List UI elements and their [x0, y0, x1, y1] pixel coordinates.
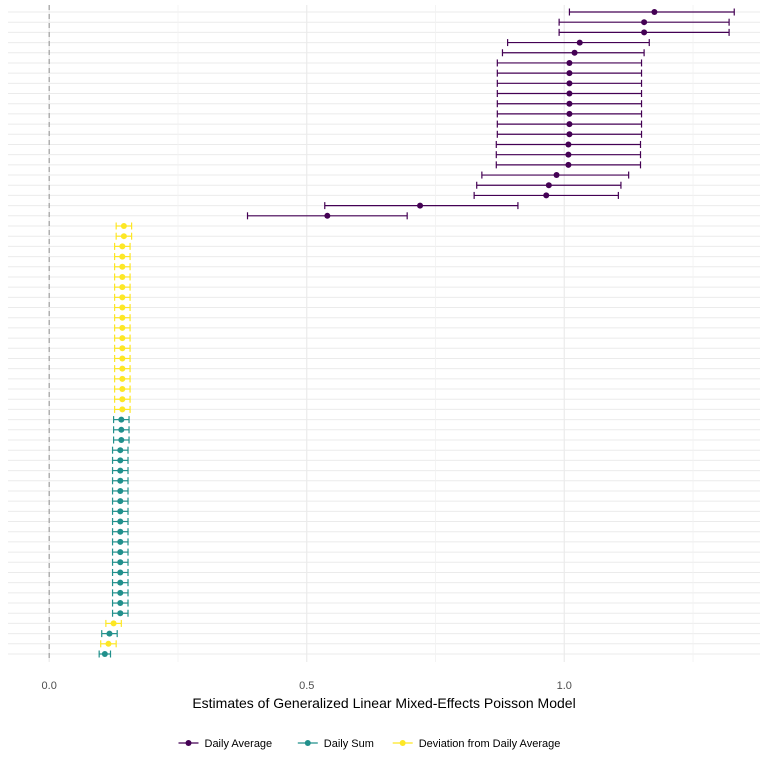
estimate-point [566, 80, 573, 87]
estimate-point [565, 141, 572, 148]
estimate-point [119, 345, 126, 352]
estimate-point [117, 569, 124, 576]
estimate-point [119, 396, 126, 403]
estimate-point [119, 335, 126, 342]
error-bars [98, 8, 735, 658]
estimate-point [117, 549, 124, 556]
estimate-point [119, 406, 126, 413]
estimate-point [543, 192, 550, 199]
legend-key-point [304, 740, 311, 746]
estimate-point [120, 223, 127, 229]
estimate-point [119, 304, 126, 311]
estimate-point [119, 365, 126, 372]
estimate-point [117, 498, 124, 505]
estimate-point [566, 110, 573, 117]
estimate-point [119, 355, 126, 362]
estimate-point [119, 386, 126, 393]
estimate-point [117, 600, 124, 607]
estimate-point [118, 426, 125, 433]
estimate-point [117, 528, 124, 535]
estimate-point [566, 131, 573, 138]
estimate-point [545, 182, 552, 189]
x-tick-label: 0.5 [299, 680, 314, 692]
estimate-point [324, 212, 331, 219]
estimate-point [571, 49, 578, 56]
x-axis: 0.0 0.5 1.0 [42, 680, 572, 692]
estimate-point [119, 243, 126, 250]
estimate-point [119, 314, 126, 321]
estimate-point [565, 151, 572, 158]
estimate-point [119, 273, 126, 280]
estimate-point [566, 90, 573, 97]
legend-label: Daily Average [205, 738, 273, 750]
estimate-point [117, 487, 124, 494]
estimate-point [119, 375, 126, 382]
estimate-point [117, 518, 124, 525]
estimate-point [641, 19, 648, 26]
estimate-point [120, 233, 127, 240]
estimate-point [117, 559, 124, 566]
x-tick-label: 0.0 [42, 680, 57, 692]
estimate-point [117, 579, 124, 586]
legend-label: Deviation from Daily Average [419, 738, 561, 750]
estimate-point [566, 100, 573, 107]
estimate-point [117, 508, 124, 515]
estimate-point [553, 172, 560, 179]
estimate-point [117, 610, 124, 617]
estimate-point [119, 253, 126, 260]
estimate-point [118, 437, 125, 443]
estimate-point [651, 9, 658, 15]
estimate-points [101, 9, 658, 657]
estimate-point [117, 467, 124, 474]
estimate-point [118, 416, 125, 423]
estimate-point [641, 29, 648, 36]
legend-label: Daily Sum [324, 738, 374, 750]
estimate-point [106, 630, 113, 637]
x-tick-label: 1.0 [557, 680, 572, 692]
estimate-point [119, 294, 126, 301]
estimate-point [117, 457, 124, 464]
estimate-point [119, 263, 126, 270]
estimate-point [117, 538, 124, 545]
estimate-point [110, 620, 117, 627]
estimate-point [565, 161, 572, 168]
legend: Daily Average Daily Sum Deviation from Dai… [178, 738, 561, 750]
estimate-point [117, 589, 124, 596]
x-axis-title: Estimates of Generalized Linear Mixed-Ef… [192, 695, 575, 711]
legend-key-point [185, 740, 192, 746]
estimate-point [101, 651, 108, 657]
estimate-point [117, 477, 124, 484]
estimate-point [566, 59, 573, 66]
estimate-point [566, 70, 573, 77]
estimate-point [119, 324, 126, 331]
estimate-point [417, 202, 424, 209]
estimate-point [576, 39, 583, 46]
estimate-point [566, 121, 573, 128]
legend-key-point [399, 740, 406, 746]
estimate-point [117, 447, 124, 454]
estimate-point [119, 284, 126, 291]
estimate-point [105, 640, 112, 647]
